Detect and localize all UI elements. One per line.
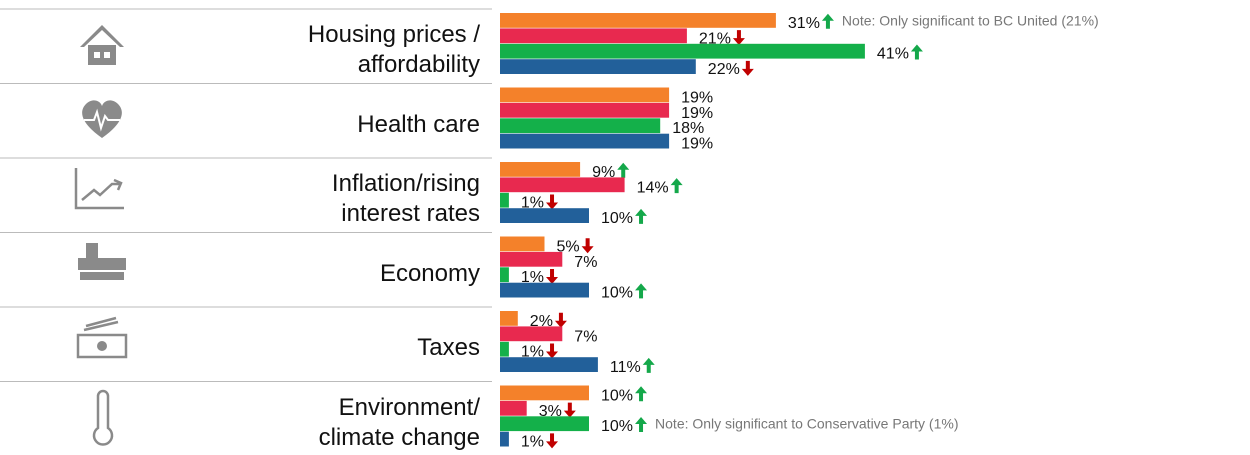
bar <box>500 162 581 177</box>
significance-arrow <box>546 343 559 359</box>
significance-arrow <box>635 417 648 432</box>
value-label: 3% <box>539 403 562 420</box>
bar <box>500 431 509 447</box>
bar <box>500 118 661 134</box>
icons <box>74 25 128 446</box>
significance-arrow <box>821 13 834 29</box>
value-label: 14% <box>637 179 669 196</box>
value-label: 1% <box>521 269 544 286</box>
significance-arrow <box>670 178 683 194</box>
value-label: 1% <box>521 195 544 212</box>
bar <box>500 341 509 357</box>
category-label: Housing prices / affordability <box>307 21 480 79</box>
bar <box>500 59 696 74</box>
significance-arrow <box>635 208 648 224</box>
significance-arrow <box>635 386 648 402</box>
significance-arrow <box>617 162 630 178</box>
bar <box>500 177 625 193</box>
bar <box>500 28 687 44</box>
bar <box>500 192 509 208</box>
category-label: Economy <box>379 259 480 287</box>
bar <box>500 87 670 103</box>
value-label: 5% <box>557 238 580 255</box>
significance-arrow <box>546 194 559 210</box>
bar <box>500 416 589 432</box>
significance-arrow <box>546 269 559 284</box>
bar <box>500 282 589 298</box>
value-label: 21% <box>699 30 731 47</box>
category-label: Taxes <box>417 334 480 362</box>
bar <box>500 251 563 267</box>
significance-arrow <box>563 402 576 418</box>
bar <box>500 102 670 118</box>
bar <box>500 385 589 401</box>
value-label: 31% <box>788 15 820 32</box>
value-label: 10% <box>601 418 633 435</box>
significance-arrow <box>910 44 923 60</box>
heart-icon <box>82 100 122 138</box>
value-label: 9% <box>592 164 615 181</box>
bar <box>500 326 563 342</box>
significance-arrow <box>554 312 567 328</box>
significance-arrow <box>546 433 559 449</box>
value-label: 19% <box>681 105 713 122</box>
thermometer-icon <box>92 389 114 446</box>
value-label: 1% <box>521 344 544 361</box>
significance-arrow <box>581 238 594 254</box>
bar <box>500 400 527 416</box>
significance-arrow <box>635 283 648 299</box>
bar <box>500 43 865 59</box>
value-label: 41% <box>877 46 909 63</box>
value-label: 10% <box>601 387 633 404</box>
value-label: 10% <box>601 210 633 227</box>
value-label: 19% <box>681 89 713 106</box>
category-label: Environment/ climate change <box>318 393 480 451</box>
house-icon <box>80 25 124 65</box>
value-label: 10% <box>601 285 633 302</box>
bar <box>500 311 518 326</box>
bar <box>500 208 589 223</box>
register-icon <box>78 243 126 280</box>
value-label: 18% <box>672 120 704 137</box>
value-label: 7% <box>574 254 597 271</box>
bar <box>500 267 509 283</box>
value-label: 7% <box>574 328 597 345</box>
value-label: 19% <box>681 136 713 153</box>
value-label: 1% <box>521 434 544 451</box>
note: Note: Only significant to BC United (21%… <box>842 12 1099 28</box>
money-icon <box>76 316 128 359</box>
value-label: 2% <box>530 313 553 330</box>
category-label: Inflation/rising interest rates <box>331 170 480 228</box>
significance-arrow <box>741 60 754 76</box>
value-label: 22% <box>708 61 740 78</box>
note: Note: Only significant to Conservative P… <box>655 416 958 432</box>
significance-arrow <box>732 30 745 46</box>
category-label: Health care <box>357 110 480 138</box>
value-label: 11% <box>610 359 641 376</box>
chart-icon <box>74 168 124 210</box>
significance-arrow <box>642 357 655 373</box>
bar <box>500 133 670 149</box>
bar <box>500 13 776 28</box>
bar <box>500 357 598 372</box>
bar <box>500 236 545 252</box>
